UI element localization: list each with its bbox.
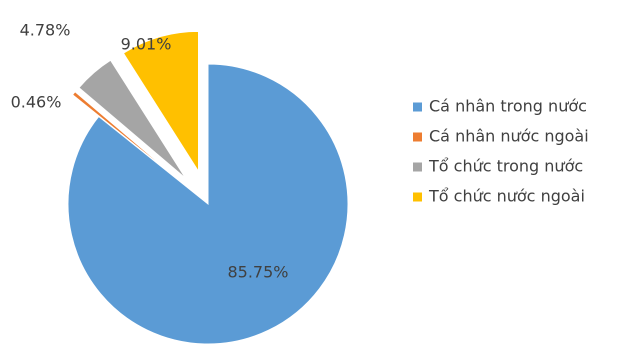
data-label-to-chuc-nuoc-ngoai: 9.01% xyxy=(121,35,172,54)
legend-swatch xyxy=(413,132,422,142)
pie-data-labels: 85.75% 0.46% 4.78% 9.01% xyxy=(11,21,289,282)
legend-item-to-chuc-nuoc-ngoai: Tổ chức nước ngoài xyxy=(413,187,585,206)
data-label-ca-nhan-trong-nuoc: 85.75% xyxy=(227,263,288,282)
pie-slices xyxy=(67,30,349,345)
legend-label: Cá nhân nước ngoài xyxy=(429,127,589,146)
data-label-ca-nhan-nuoc-ngoai: 0.46% xyxy=(11,93,62,112)
legend-item-ca-nhan-trong-nuoc: Cá nhân trong nước xyxy=(413,97,587,116)
legend-label: Tổ chức nước ngoài xyxy=(428,187,585,206)
legend-swatch xyxy=(413,102,422,112)
legend-swatch xyxy=(413,162,422,172)
pie-slice-ca-nhan-nuoc-ngoai xyxy=(71,91,183,183)
pie-slice-to-chuc-trong-nuoc xyxy=(78,59,187,179)
legend-item-to-chuc-trong-nuoc: Tổ chức trong nước xyxy=(413,157,583,176)
legend: Cá nhân trong nước Cá nhân nước ngoài Tổ c… xyxy=(413,97,589,206)
pie-slice-to-chuc-nuoc-ngoai xyxy=(122,30,200,174)
data-label-to-chuc-trong-nuoc: 4.78% xyxy=(20,21,71,40)
legend-label: Cá nhân trong nước xyxy=(429,97,587,116)
legend-item-ca-nhan-nuoc-ngoai: Cá nhân nước ngoài xyxy=(413,127,589,146)
legend-swatch xyxy=(413,192,422,202)
legend-label: Tổ chức trong nước xyxy=(428,157,583,176)
pie-slice-ca-nhan-trong-nuoc xyxy=(67,63,349,345)
